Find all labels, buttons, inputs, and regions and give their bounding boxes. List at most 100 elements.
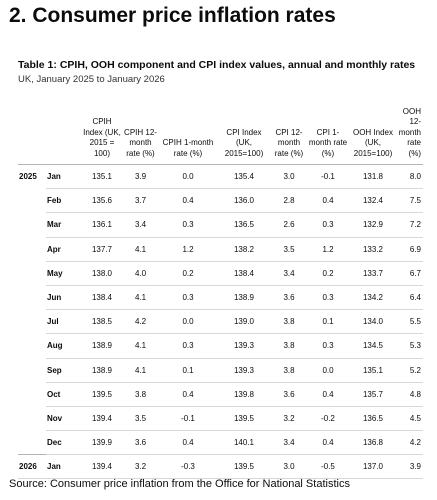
cpih-index-cell: 139.4 [82, 406, 122, 432]
cpih-1-month-cell: 0.3 [159, 212, 217, 238]
ooh-12-month-cell: 4.2 [397, 430, 423, 456]
month-cell: Jul [46, 309, 82, 335]
ooh-index-cell: 132.4 [349, 188, 397, 214]
month-cell: Aug [46, 333, 82, 359]
cpih-1-month-cell: 0.0 [159, 163, 217, 190]
table-row: Feb 135.6 3.7 0.4 136.0 2.8 0.4 132.4 7.… [18, 188, 423, 214]
cpi-index-cell: 139.5 [217, 454, 271, 480]
month-cell: Jan [46, 163, 82, 190]
month-cell: Jun [46, 285, 82, 311]
table-row: 2026 Jan 139.4 3.2 -0.3 139.5 3.0 -0.5 1… [18, 454, 423, 480]
year-cell [18, 285, 46, 309]
table-row: Jun 138.4 4.1 0.3 138.9 3.6 0.3 134.2 6.… [18, 285, 423, 311]
ooh-index-cell: 131.8 [349, 163, 397, 190]
cpi-12-month-cell: 3.8 [271, 309, 307, 335]
month-cell: Nov [46, 406, 82, 432]
section-number: 2. [9, 4, 27, 27]
table-header: CPIH Index (UK, 2015 = 100) CPIH 12-mont… [18, 95, 423, 165]
table-row: Apr 137.7 4.1 1.2 138.2 3.5 1.2 133.2 6.… [18, 237, 423, 262]
inflation-table: CPIH Index (UK, 2015 = 100) CPIH 12-mont… [18, 95, 423, 480]
cpi-index-cell: 139.0 [217, 309, 271, 335]
cpih-index-cell: 138.0 [82, 261, 122, 286]
column-header-cpih-12-month-rate: CPIH 12-month rate (%) [122, 95, 159, 165]
cpi-1-month-cell: -0.1 [307, 163, 349, 190]
cpih-12-month-cell: 3.5 [122, 406, 159, 432]
cpi-index-cell: 139.3 [217, 358, 271, 383]
ooh-index-cell: 135.1 [349, 358, 397, 383]
cpih-1-month-cell: -0.3 [159, 454, 217, 480]
month-cell: May [46, 261, 82, 286]
ooh-index-cell: 136.5 [349, 406, 397, 432]
cpi-12-month-cell: 3.6 [271, 382, 307, 407]
cpi-index-cell: 139.8 [217, 382, 271, 407]
ooh-index-cell: 133.2 [349, 237, 397, 262]
cpih-1-month-cell: 0.2 [159, 261, 217, 286]
cpi-1-month-cell: 0.1 [307, 309, 349, 335]
table-row: Aug 138.9 4.1 0.3 139.3 3.8 0.3 134.5 5.… [18, 333, 423, 359]
table-row: Nov 139.4 3.5 -0.1 139.5 3.2 -0.2 136.5 … [18, 406, 423, 432]
year-cell [18, 406, 46, 430]
cpih-1-month-cell: 0.4 [159, 188, 217, 214]
year-cell [18, 334, 46, 358]
month-cell: Sep [46, 358, 82, 383]
table-row: Dec 139.9 3.6 0.4 140.1 3.4 0.4 136.8 4.… [18, 430, 423, 456]
month-cell: Feb [46, 188, 82, 214]
table-body: 2025 Jan 135.1 3.9 0.0 135.4 3.0 -0.1 13… [18, 163, 423, 480]
column-header-ooh-12-month-rate: OOH 12-month rate (%) [397, 95, 423, 165]
table-row: 2025 Jan 135.1 3.9 0.0 135.4 3.0 -0.1 13… [18, 163, 423, 190]
cpi-1-month-cell: 1.2 [307, 237, 349, 262]
cpi-12-month-cell: 3.6 [271, 285, 307, 311]
ooh-12-month-cell: 5.2 [397, 358, 423, 383]
cpi-12-month-cell: 3.4 [271, 430, 307, 456]
cpi-1-month-cell: 0.3 [307, 285, 349, 311]
cpih-index-cell: 138.9 [82, 358, 122, 383]
column-header-cpih-index: CPIH Index (UK, 2015 = 100) [82, 95, 122, 165]
cpih-12-month-cell: 3.8 [122, 382, 159, 407]
ooh-index-cell: 136.8 [349, 430, 397, 456]
year-cell [18, 261, 46, 285]
cpi-index-cell: 140.1 [217, 430, 271, 456]
year-cell [18, 382, 46, 406]
year-cell [18, 310, 46, 334]
ooh-index-cell: 132.9 [349, 212, 397, 238]
cpih-index-cell: 138.4 [82, 285, 122, 311]
cpih-12-month-cell: 4.1 [122, 358, 159, 383]
cpi-12-month-cell: 3.0 [271, 454, 307, 480]
column-header-month [46, 95, 82, 165]
cpih-1-month-cell: 0.1 [159, 358, 217, 383]
cpi-index-cell: 135.4 [217, 163, 271, 190]
ooh-12-month-cell: 6.9 [397, 237, 423, 262]
cpih-index-cell: 138.9 [82, 333, 122, 359]
cpi-index-cell: 138.4 [217, 261, 271, 286]
cpih-index-cell: 135.6 [82, 188, 122, 214]
cpih-1-month-cell: 0.3 [159, 285, 217, 311]
ooh-12-month-cell: 6.7 [397, 261, 423, 286]
cpi-12-month-cell: 3.8 [271, 358, 307, 383]
table-row: May 138.0 4.0 0.2 138.4 3.4 0.2 133.7 6.… [18, 261, 423, 286]
table-row: Oct 139.5 3.8 0.4 139.8 3.6 0.4 135.7 4.… [18, 382, 423, 407]
table-title: Table 1: CPIH, OOH component and CPI ind… [18, 59, 416, 71]
year-cell: 2026 [18, 454, 46, 480]
source-note: Source: Consumer price inflation from th… [9, 478, 350, 490]
ooh-12-month-cell: 3.9 [397, 454, 423, 480]
cpi-index-cell: 136.5 [217, 212, 271, 238]
ooh-12-month-cell: 5.5 [397, 309, 423, 335]
cpi-1-month-cell: 0.0 [307, 358, 349, 383]
ooh-12-month-cell: 5.3 [397, 333, 423, 359]
ooh-12-month-cell: 6.4 [397, 285, 423, 311]
column-header-cpi-1-month-rate: CPI 1-month rate (%) [307, 95, 349, 165]
table-row: Sep 138.9 4.1 0.1 139.3 3.8 0.0 135.1 5.… [18, 358, 423, 383]
cpi-1-month-cell: 0.4 [307, 430, 349, 456]
ooh-12-month-cell: 4.5 [397, 406, 423, 432]
month-cell: Mar [46, 212, 82, 238]
cpih-1-month-cell: 0.4 [159, 430, 217, 456]
cpi-1-month-cell: 0.4 [307, 382, 349, 407]
month-cell: Jan [46, 454, 82, 480]
column-header-ooh-index: OOH Index (UK, 2015=100) [349, 95, 397, 165]
cpih-12-month-cell: 3.4 [122, 212, 159, 238]
year-cell [18, 213, 46, 237]
cpih-1-month-cell: 0.0 [159, 309, 217, 335]
ooh-12-month-cell: 7.5 [397, 188, 423, 214]
cpih-1-month-cell: 0.4 [159, 382, 217, 407]
cpi-12-month-cell: 3.5 [271, 237, 307, 262]
